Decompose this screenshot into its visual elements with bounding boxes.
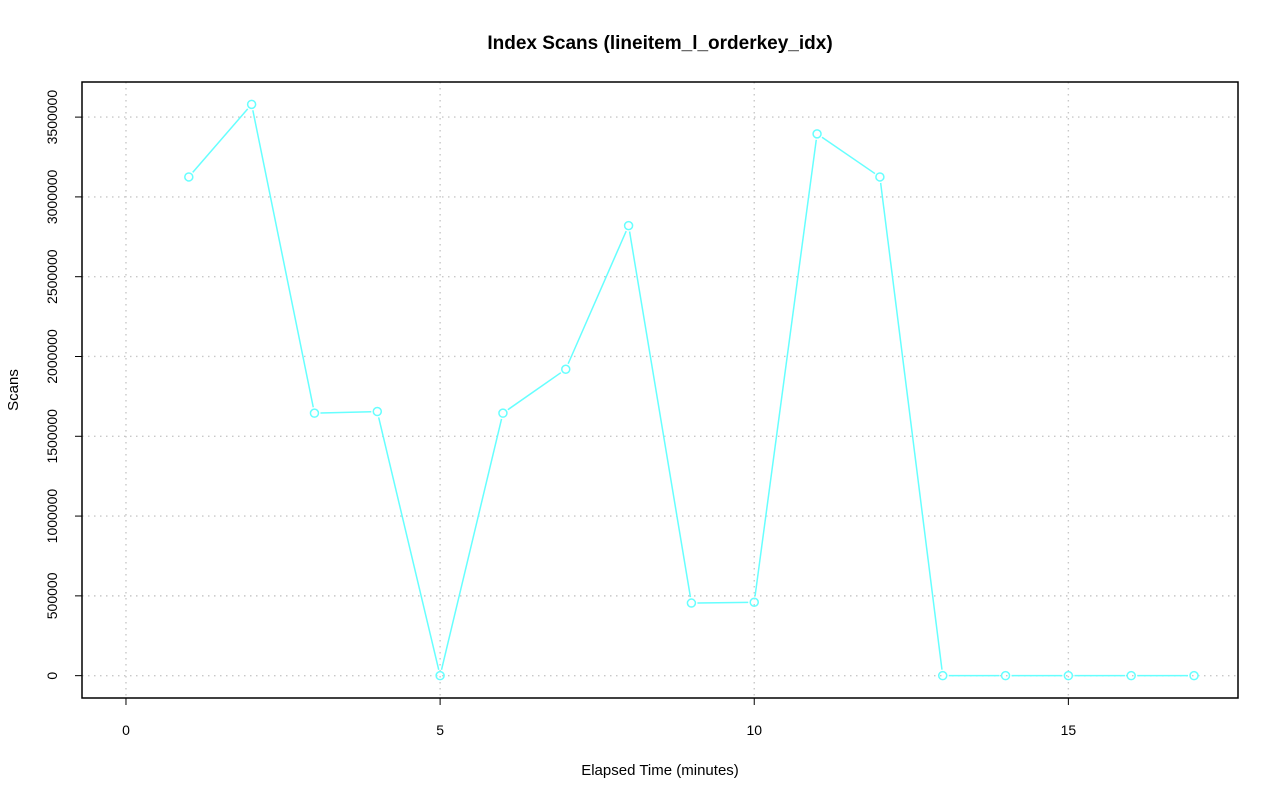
data-point bbox=[498, 408, 508, 418]
series-line-segment bbox=[821, 136, 876, 175]
data-point bbox=[1000, 670, 1011, 681]
y-tick-label: 0 bbox=[44, 672, 60, 680]
y-tick-label: 1000000 bbox=[44, 489, 60, 544]
data-point bbox=[1189, 670, 1199, 681]
data-point bbox=[309, 408, 320, 418]
grid-lines bbox=[82, 82, 1238, 698]
series-line-segment bbox=[192, 108, 249, 173]
series-line-segment bbox=[440, 418, 503, 670]
series-line-segment bbox=[628, 231, 692, 598]
plot-frame bbox=[81, 81, 1239, 699]
x-axis-label: Elapsed Time (minutes) bbox=[581, 762, 739, 779]
data-point bbox=[875, 172, 885, 182]
y-tick-label: 1500000 bbox=[44, 409, 60, 464]
y-axis-label: Scans bbox=[5, 369, 22, 411]
data-series bbox=[184, 99, 1199, 681]
y-tick-label: 2000000 bbox=[44, 329, 60, 384]
y-axis: 0 500000 1000000 1500000 2000000 2500000 30000… bbox=[44, 90, 83, 680]
x-tick-label: 0 bbox=[122, 722, 130, 738]
data-point bbox=[184, 172, 194, 182]
data-point bbox=[686, 598, 697, 608]
data-point bbox=[1126, 670, 1136, 681]
series-line-segment bbox=[567, 230, 627, 365]
y-tick-label: 2500000 bbox=[44, 249, 60, 304]
data-point bbox=[435, 670, 445, 681]
series-line-segment bbox=[697, 601, 749, 604]
data-point bbox=[246, 99, 257, 110]
y-tick-label: 3000000 bbox=[44, 169, 60, 224]
series-line-segment bbox=[754, 139, 818, 597]
data-point bbox=[812, 129, 822, 139]
y-tick-label: 3500000 bbox=[44, 90, 60, 145]
data-point bbox=[937, 670, 948, 681]
series-line-segment bbox=[879, 182, 943, 670]
y-tick-label: 500000 bbox=[44, 572, 60, 619]
data-point bbox=[1063, 670, 1074, 681]
x-tick-label: 10 bbox=[746, 722, 762, 738]
data-point bbox=[561, 364, 571, 375]
data-point bbox=[372, 406, 383, 417]
series-line-segment bbox=[377, 417, 440, 670]
x-tick-label: 15 bbox=[1061, 722, 1077, 738]
data-point bbox=[623, 220, 634, 231]
series-line-segment bbox=[507, 372, 562, 411]
series-line-segment bbox=[252, 110, 314, 408]
chart-title: Index Scans (lineitem_l_orderkey_idx) bbox=[487, 33, 832, 54]
x-tick-label: 5 bbox=[436, 722, 444, 738]
series-line-segment bbox=[320, 410, 372, 414]
x-axis: 0 5 10 15 bbox=[122, 697, 1077, 738]
data-point bbox=[749, 597, 759, 607]
